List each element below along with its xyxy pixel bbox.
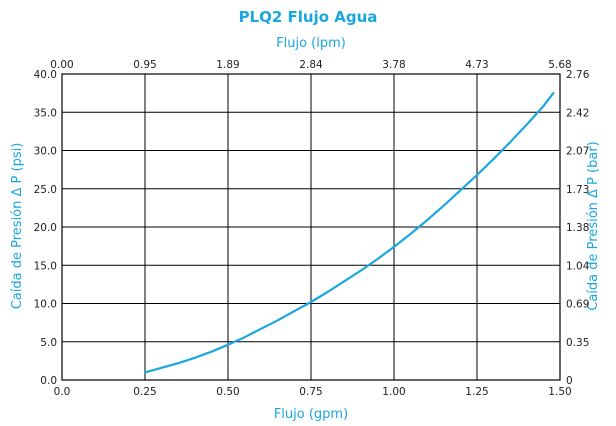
x-tick-label: 0.75 <box>299 386 322 398</box>
y2-tick-label: 2.07 <box>566 146 589 158</box>
x-tick-label: 1.50 <box>548 386 571 398</box>
y-tick-label: 30.0 <box>34 146 57 158</box>
x2-tick-label: 0.95 <box>133 59 156 71</box>
y2-tick-label: 1.04 <box>566 260 590 272</box>
left-axis-title: Caída de Presión Δ P (psi) <box>10 143 25 310</box>
x2-tick-label: 1.89 <box>216 59 239 71</box>
x2-tick-label: 5.68 <box>548 59 571 71</box>
x-tick-label: 1.25 <box>465 386 488 398</box>
tick-labels: 0.00.000.250.950.501.890.752.841.003.781… <box>34 59 590 398</box>
series-layer <box>143 91 555 374</box>
x2-tick-label: 3.78 <box>382 59 405 71</box>
y-tick-label: 35.0 <box>34 107 57 119</box>
y2-tick-label: 0 <box>566 375 573 387</box>
y-tick-label: 40.0 <box>34 69 57 81</box>
y2-tick-label: 1.73 <box>566 184 589 196</box>
bottom-axis-title: Flujo (gpm) <box>274 407 348 422</box>
y-tick-label: 0.0 <box>40 375 57 387</box>
top-axis-title: Flujo (lpm) <box>276 36 346 51</box>
y2-tick-label: 0.35 <box>566 337 589 349</box>
right-axis-title: Caída de Presión Δ P (bar) <box>586 141 601 310</box>
y-tick-label: 20.0 <box>34 222 57 234</box>
x-tick-label: 0.50 <box>216 386 239 398</box>
x-tick-label: 0.25 <box>133 386 156 398</box>
x-tick-label: 0.0 <box>54 386 71 398</box>
x2-tick-label: 0.00 <box>50 59 73 71</box>
pressure-drop-line <box>143 91 555 374</box>
y-tick-label: 10.0 <box>34 299 57 311</box>
y2-tick-label: 0.69 <box>566 299 589 311</box>
gridlines <box>62 74 560 380</box>
x2-tick-label: 4.73 <box>465 59 488 71</box>
y2-tick-label: 2.42 <box>566 107 589 119</box>
y2-tick-label: 1.38 <box>566 222 589 234</box>
y-tick-label: 5.0 <box>40 337 57 349</box>
y-tick-label: 25.0 <box>34 184 57 196</box>
plot-frame <box>61 73 561 381</box>
y2-tick-label: 2.76 <box>566 69 590 81</box>
x-tick-label: 1.00 <box>382 386 405 398</box>
y-tick-label: 15.0 <box>34 260 57 272</box>
chart-title: PLQ2 Flujo Agua <box>239 8 378 26</box>
x2-tick-label: 2.84 <box>299 59 323 71</box>
